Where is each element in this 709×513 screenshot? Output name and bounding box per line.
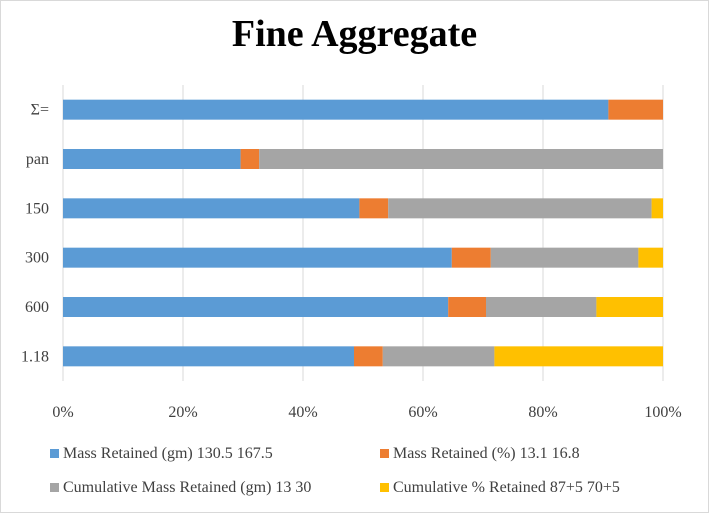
bar-segment-4-2 — [259, 149, 663, 169]
category-label: 600 — [25, 299, 49, 316]
chart-title: Fine Aggregate — [231, 13, 478, 55]
category-label: pan — [26, 151, 49, 168]
legend: Mass Retained (gm) 130.5 167.5 Mass Retai… — [50, 445, 620, 496]
bar-segment-5-1 — [608, 99, 663, 120]
bar-segment-2-3 — [638, 247, 663, 268]
legend-swatch — [380, 449, 389, 458]
bar-segment-0-0 — [63, 346, 354, 367]
bar-segment-1-3 — [596, 297, 663, 317]
category-label: 150 — [25, 200, 49, 217]
gridlines — [62, 85, 664, 381]
bar-segment-2-0 — [63, 247, 452, 268]
bar-segment-1-2 — [486, 297, 597, 317]
legend-label: Mass Retained (gm) 130.5 167.5 — [63, 445, 273, 462]
bar-segment-3-0 — [63, 198, 360, 219]
bar-stacks — [63, 99, 663, 367]
x-tick-label: 0% — [52, 404, 73, 421]
category-label: Σ= — [31, 102, 49, 119]
bar-segment-1-1 — [448, 297, 486, 317]
category-label: 1.18 — [21, 348, 49, 365]
x-tick-label: 100% — [644, 404, 681, 421]
bar-segment-5-0 — [63, 99, 609, 120]
legend-label: Mass Retained (%) 13.1 16.8 — [393, 445, 580, 462]
category-labels: 1.18 600 300 150 pan Σ= — [21, 102, 49, 366]
legend-label: Cumulative % Retained 87+5 70+5 — [393, 479, 620, 496]
legend-swatch — [50, 449, 59, 458]
bar-segment-0-2 — [382, 346, 495, 367]
bar-segment-3-2 — [388, 198, 652, 219]
bar-segment-3-3 — [651, 198, 663, 219]
bar-segment-3-1 — [359, 198, 389, 219]
x-tick-label: 40% — [288, 404, 317, 421]
x-tick-labels: 0% 20% 40% 60% 80% 100% — [52, 404, 681, 421]
legend-swatch — [380, 483, 389, 492]
bar-segment-2-1 — [451, 247, 491, 268]
legend-swatch — [50, 483, 59, 492]
x-tick-label: 80% — [528, 404, 557, 421]
bar-segment-4-0 — [63, 149, 241, 169]
bar-segment-4-1 — [240, 149, 260, 169]
x-tick-label: 60% — [408, 404, 437, 421]
category-label: 300 — [25, 250, 49, 267]
bar-segment-1-0 — [63, 297, 449, 317]
bar-segment-0-3 — [494, 346, 663, 367]
bar-segment-2-2 — [490, 247, 639, 268]
legend-label: Cumulative Mass Retained (gm) 13 30 — [63, 479, 311, 496]
x-tick-label: 20% — [168, 404, 197, 421]
bar-segment-0-1 — [354, 346, 383, 367]
